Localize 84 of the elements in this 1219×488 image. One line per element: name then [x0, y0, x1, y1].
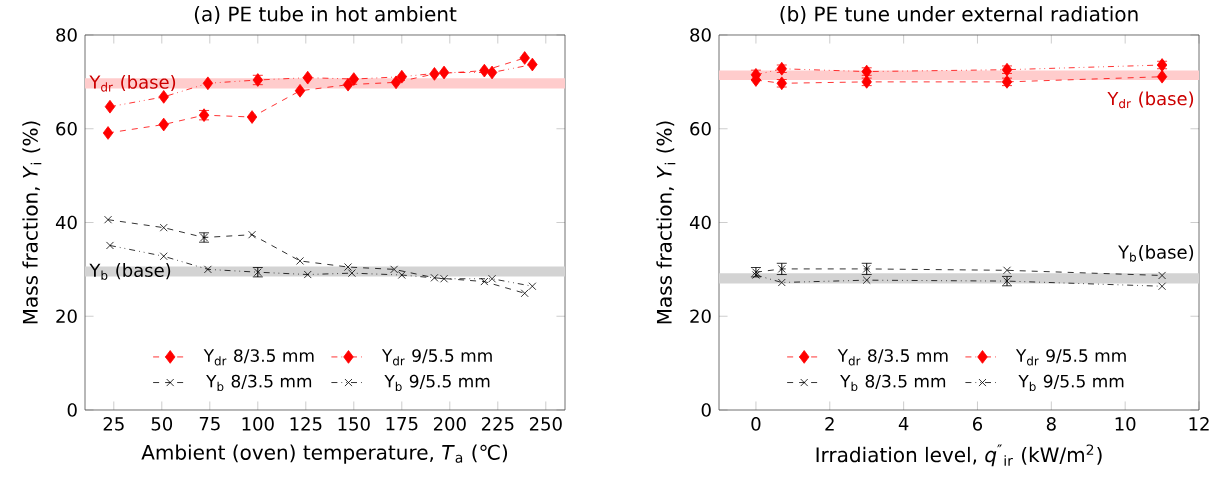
x-tick-label: 0 [751, 417, 761, 431]
x-tick-label: 50 [151, 417, 173, 431]
x-tick-label: 125 [290, 417, 322, 431]
y-tick-label: 0 [701, 403, 711, 417]
point [486, 65, 498, 80]
x-tick-label: 225 [481, 417, 514, 431]
point [390, 265, 399, 274]
y-tick-label: 60 [690, 121, 711, 136]
x-tick-label: 100 [242, 417, 274, 431]
y-tick-label: 80 [690, 28, 711, 42]
point [246, 110, 258, 124]
x-tick-label: 8 [1046, 417, 1056, 431]
point [528, 282, 537, 291]
point [347, 269, 356, 278]
y-tick-label: 0 [67, 403, 77, 417]
point [158, 90, 169, 104]
legend-label: Y$_{b}$ 9/5.5 mm [384, 374, 490, 392]
y-axis-title: Mass fraction, Y$_{i}$ (%) [22, 121, 42, 324]
point [303, 270, 312, 279]
y-tick-label: 80 [56, 28, 77, 42]
x-tick-label: 6 [973, 417, 983, 431]
y-tick-label: 40 [689, 215, 711, 230]
point [519, 51, 530, 65]
point [104, 99, 116, 114]
point [294, 83, 306, 98]
point [344, 263, 352, 271]
y-tick-label: 40 [55, 215, 77, 230]
point [520, 289, 529, 298]
x-tick-label: 4 [898, 417, 909, 431]
point [104, 215, 112, 224]
legend-label: Y$_{dr}$ 8/3.5 mm [203, 349, 314, 366]
point [1003, 266, 1011, 275]
point [488, 274, 496, 283]
legend-label: Y$_{dr}$ 8/3.5 mm [837, 349, 948, 366]
point [1158, 282, 1167, 291]
band-label: Y$_{b}$(base) [1118, 244, 1194, 262]
x-tick-label: 200 [433, 417, 466, 431]
x-tick-label: 250 [529, 417, 562, 431]
legend-label: Y$_{dr}$ 9/5.5 mm [1015, 349, 1126, 366]
point [203, 265, 212, 274]
point [396, 69, 407, 84]
y-axis-title: Mass fraction, Y$_{i}$ (%) [656, 121, 676, 324]
point [102, 126, 114, 140]
x-tick-label: 175 [386, 417, 418, 431]
point [106, 241, 114, 250]
point [527, 57, 538, 72]
point [202, 76, 214, 91]
point [397, 271, 406, 279]
x-axis-title: Irradiation level, q$^{″}$$_{ir}$ (kW/m$^{2}$) [816, 444, 1102, 467]
point [348, 72, 359, 86]
point [248, 230, 256, 239]
point [777, 278, 786, 287]
x-tick-label: 75 [199, 417, 220, 431]
point [429, 67, 440, 81]
point [390, 75, 402, 90]
band-label: Y$_{dr}$ (base) [89, 74, 176, 92]
legend-label: Y$_{b}$ 9/5.5 mm [1018, 374, 1124, 392]
x-tick-label: 10 [1115, 417, 1136, 431]
point [480, 277, 489, 286]
legend-label: Y$_{dr}$ 9/5.5 mm [381, 349, 492, 366]
chart-title: (b) PE tune under external radiation [780, 6, 1138, 24]
point [158, 117, 169, 132]
y-tick-label: 60 [56, 121, 77, 136]
x-tick-label: 2 [825, 417, 834, 431]
band-label: Y$_{b}$ (base) [89, 263, 171, 280]
point [1156, 69, 1168, 84]
legend-label: Y$_{b}$ 8/3.5 mm [206, 374, 312, 392]
legend-label: Y$_{b}$ 8/3.5 mm [840, 374, 946, 392]
point [342, 77, 354, 92]
x-axis-title: Ambient (oven) temperature, T$_{a}$ (℃) [141, 444, 508, 464]
point [159, 252, 168, 261]
y-tick-label: 20 [56, 309, 77, 324]
band-label: Y$_{dr}$ (base) [1107, 91, 1194, 109]
x-tick-label: 25 [103, 417, 124, 431]
point [479, 63, 490, 78]
point [1158, 271, 1167, 280]
chart-title: (a) PE tube in hot ambient [194, 6, 457, 24]
y-tick-label: 20 [690, 309, 711, 324]
x-tick-label: 12 [1189, 417, 1209, 431]
point [438, 65, 450, 80]
point [159, 223, 168, 232]
point [296, 257, 304, 265]
x-tick-label: 150 [338, 417, 370, 431]
point [302, 70, 313, 85]
